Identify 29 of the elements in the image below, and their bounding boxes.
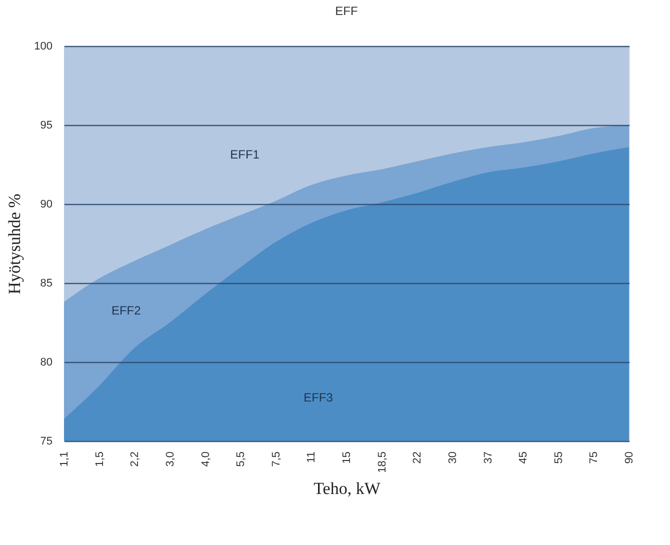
- x-tick-label: 1,5: [94, 452, 106, 467]
- x-tick-label: 30: [446, 452, 459, 464]
- y-tick-label: 95: [40, 120, 52, 132]
- x-axis-title: Teho, kW: [314, 478, 382, 498]
- x-tick-label: 75: [588, 452, 600, 464]
- x-tick-label: 1,1: [58, 452, 70, 467]
- y-tick-label: 90: [40, 198, 52, 210]
- x-tick-label: 4,0: [200, 452, 212, 467]
- y-tick-label: 85: [40, 278, 52, 290]
- annotation: EFF3: [304, 390, 334, 405]
- x-tick-label: 55: [552, 452, 565, 464]
- y-tick-label: 75: [40, 436, 52, 448]
- x-tick-label: 7,5: [270, 452, 282, 467]
- y-tick-label: 80: [40, 356, 52, 368]
- x-tick-label: 37: [482, 452, 494, 464]
- x-tick-label: 11: [306, 452, 318, 463]
- x-tick-label: 22: [412, 452, 424, 464]
- x-tick-label: 18,5: [376, 452, 388, 473]
- annotation: EFF1: [230, 148, 260, 162]
- annotation: EFF2: [111, 304, 142, 318]
- y-axis-title: Hyötysuhde %: [5, 194, 24, 294]
- chart-title: EFF: [335, 4, 358, 18]
- y-tick-label: 100: [34, 40, 52, 52]
- x-tick-label: 90: [624, 452, 636, 464]
- x-tick-label: 2,2: [129, 452, 142, 467]
- x-tick-label: 45: [518, 452, 530, 464]
- x-tick-label: 5,5: [235, 452, 248, 467]
- x-tick-label: 3,0: [164, 452, 176, 467]
- x-tick-label: 15: [341, 452, 353, 464]
